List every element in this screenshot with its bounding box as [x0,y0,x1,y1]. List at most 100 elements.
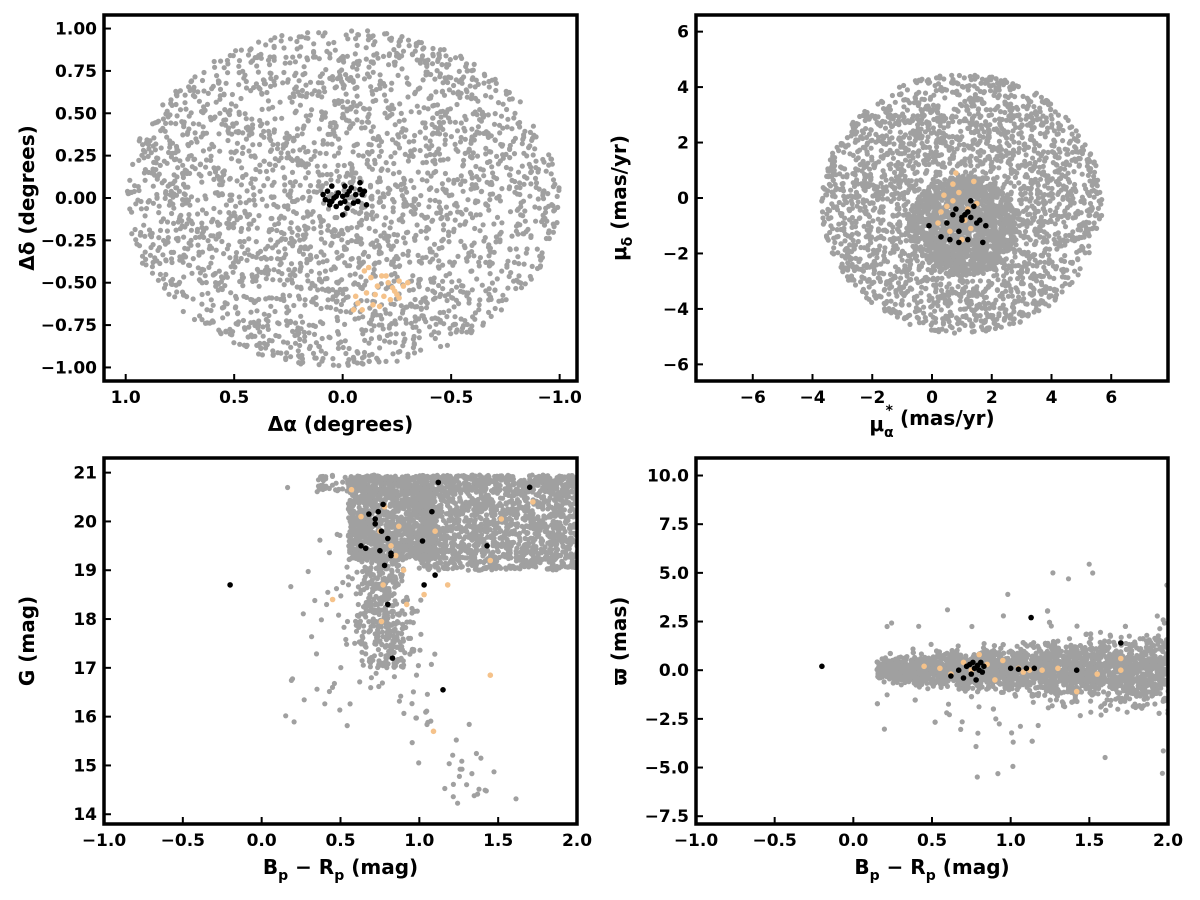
field-star-point [366,358,372,364]
field-star-point [333,289,339,295]
field-star-point [242,72,248,78]
field-star-point [191,88,197,94]
field-star-point [354,42,360,49]
field-star-point [938,307,944,313]
field-star-point [203,130,210,136]
field-star-point [372,308,378,314]
field-star-point [400,343,406,349]
field-star-point [334,298,340,304]
field-star-point [291,302,297,309]
field-star-point [230,121,236,127]
field-star-point [446,308,452,314]
x-tick-label: −0.5 [429,388,473,408]
field-star-point [175,165,181,171]
field-star-point [144,137,150,143]
field-star-point [849,249,855,255]
field-star-point [139,152,145,158]
field-star-point [881,258,887,264]
field-star-point [441,187,447,193]
field-star-point [272,116,278,122]
field-star-point [287,60,293,66]
field-star-point [405,351,411,357]
field-star-point [494,176,500,182]
field-star-point [335,329,341,335]
field-star-point [935,81,942,87]
member-point [329,183,335,189]
field-star-point [216,268,222,274]
field-star-point [305,225,311,231]
field-star-point [1036,308,1042,314]
field-star-point [308,268,314,274]
field-star-point [281,69,287,76]
field-star-point [467,83,473,89]
field-star-point [226,210,232,216]
field-star-point [183,106,189,112]
field-star-point [384,30,390,37]
field-star-point [316,56,322,62]
field-star-point [508,270,514,276]
field-star-point [369,203,375,209]
field-star-point [306,345,312,352]
field-star-point [163,258,169,264]
field-star-point [222,300,228,306]
field-star-point [450,295,456,301]
sky-y-axis-label: Δδ (degrees) [15,125,39,271]
field-star-point [268,303,274,309]
field-star-point [873,295,879,301]
field-star-point [880,204,886,210]
field-star-point [302,302,308,308]
field-star-point [486,263,492,269]
field-star-point [319,94,325,100]
field-star-point [828,223,834,229]
field-star-point [895,280,902,286]
field-star-point [1022,190,1028,196]
field-star-point [163,271,169,278]
field-star-point [439,62,445,68]
field-star-point [1094,183,1100,189]
field-star-point [926,293,932,299]
field-star-point [415,169,421,175]
field-star-point [457,139,464,145]
field-star-point [401,339,407,345]
field-star-point [157,271,163,277]
field-star-point [887,136,893,142]
field-star-point [393,140,399,146]
field-star-point [851,125,858,131]
field-star-point [1069,279,1075,286]
field-star-point [1027,198,1033,204]
field-star-point [509,177,515,183]
field-star-point [444,212,450,218]
field-star-point [329,229,335,235]
field-star-point [399,66,405,72]
field-star-point [1086,233,1092,239]
field-star-point [194,226,201,232]
field-star-point [396,118,402,124]
field-star-point [147,252,153,258]
field-star-point [288,220,294,226]
field-star-point [161,158,167,164]
field-star-point [296,296,303,302]
field-star-point [938,287,945,294]
field-star-point [151,135,157,141]
sky-plot-area [124,28,562,369]
field-star-point [168,97,174,103]
field-star-point [461,243,467,249]
field-star-point [500,125,506,131]
field-star-point [224,311,231,317]
field-star-point [150,200,156,206]
field-star-point [875,197,881,203]
field-star-point [996,165,1002,171]
field-star-point [956,327,962,333]
field-star-point [550,184,557,190]
candidate-point [383,273,389,279]
field-star-point [243,294,250,300]
field-star-point [425,286,431,292]
field-star-point [827,157,834,163]
field-star-point [268,37,274,43]
field-star-point [273,332,279,339]
field-star-point [328,177,334,183]
field-star-point [1036,169,1042,175]
field-star-point [343,350,349,357]
field-star-point [219,121,225,127]
field-star-point [1006,113,1012,119]
